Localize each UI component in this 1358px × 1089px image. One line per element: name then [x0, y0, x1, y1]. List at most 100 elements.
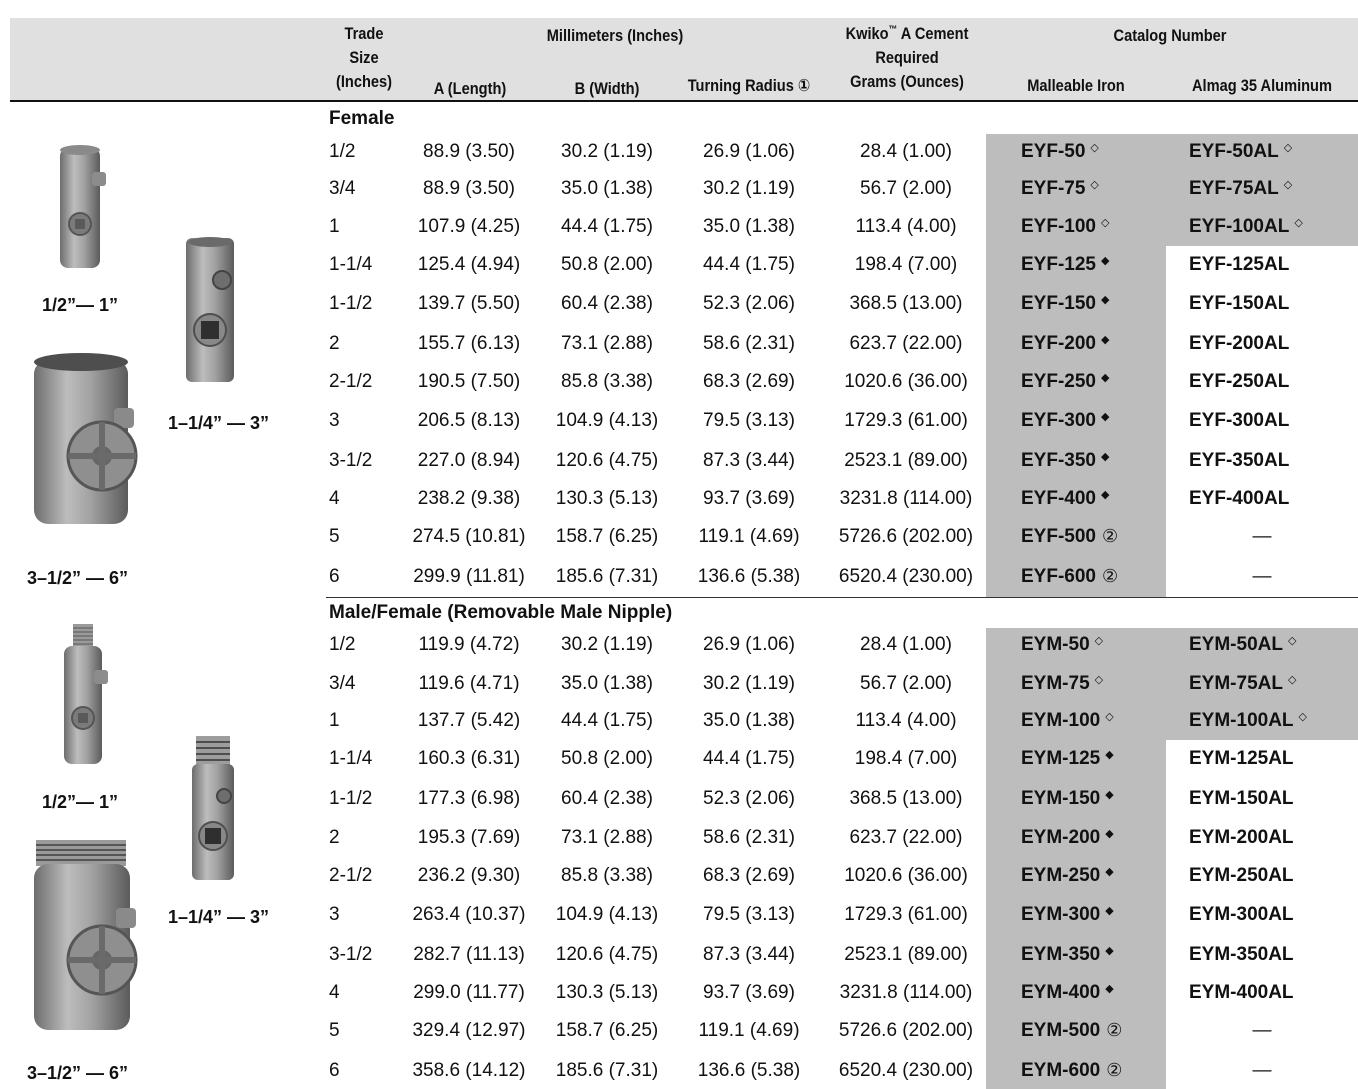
shade-female-iron [986, 246, 1166, 597]
b-width-cell: 35.0 (1.38) [561, 178, 653, 199]
filled-diamond-icon: ◆ [1105, 945, 1114, 957]
a-length-cell: 137.7 (5.42) [417, 710, 521, 731]
a-length-cell: 119.6 (4.71) [418, 673, 520, 694]
b-width-cell: 104.9 (4.13) [555, 904, 659, 925]
trade-size-cell: 1 [329, 710, 340, 731]
photo-male-large-icon [34, 840, 138, 1030]
a-length-cell: 88.9 (3.50) [423, 178, 515, 199]
turning-radius-cell: 52.3 (2.06) [703, 293, 795, 314]
turning-radius-cell: 35.0 (1.38) [703, 216, 795, 237]
cement-cell: 5726.6 (202.00) [838, 1020, 974, 1041]
malleable-iron-catalog-cell: EYM-200 ◆ [1021, 826, 1114, 850]
cement-cell: 1020.6 (36.00) [844, 371, 968, 392]
photo-female-small-icon [60, 145, 106, 268]
aluminum-catalog-cell: EYM-150AL [1189, 787, 1294, 811]
catalog-number: EYF-350 [1021, 450, 1096, 471]
aluminum-catalog-cell: EYM-75AL ◇ [1189, 672, 1296, 696]
malleable-iron-catalog-cell: EYM-125 ◆ [1021, 747, 1114, 771]
catalog-number: EYM-200AL [1189, 827, 1294, 848]
filled-diamond-icon: ◆ [1100, 411, 1110, 423]
a-length-cell: 329.4 (12.97) [412, 1020, 526, 1041]
shade-male-iron [986, 740, 1166, 1089]
trade-size-cell: 3 [329, 410, 340, 431]
trade-size-cell: 6 [329, 566, 340, 587]
a-length-cell: 299.9 (11.81) [413, 566, 525, 587]
malleable-iron-catalog-cell: EYM-50 ◇ [1021, 633, 1103, 657]
open-diamond-icon: ◇ [1287, 674, 1297, 686]
cement-cell: 28.4 (1.00) [860, 141, 952, 162]
cement-cell: 28.4 (1.00) [860, 634, 952, 655]
malleable-iron-catalog-cell: EYM-500 ② [1021, 1019, 1122, 1043]
photo-female-medium-icon [186, 237, 234, 382]
note-2-mark: ② [1101, 526, 1119, 546]
trade-size-cell: 5 [329, 1020, 340, 1041]
aluminum-catalog-cell: EYM-350AL [1189, 943, 1294, 967]
photo-male-medium-icon [192, 736, 234, 880]
b-width-cell: 185.6 (7.31) [555, 1060, 659, 1081]
aluminum-not-available: — [1252, 566, 1272, 587]
filled-diamond-icon: ◆ [1105, 866, 1114, 878]
catalog-number: EYF-200AL [1189, 333, 1290, 354]
a-length-cell: 155.7 (6.13) [417, 333, 521, 354]
filled-diamond-icon: ◆ [1100, 372, 1110, 384]
turning-radius-cell: 26.9 (1.06) [703, 141, 795, 162]
cement-cell: 6520.4 (230.00) [838, 1060, 974, 1081]
turning-radius-cell: 58.6 (2.31) [703, 827, 795, 848]
photo-male-small-icon [64, 624, 108, 764]
catalog-number: EYF-150 [1021, 293, 1096, 314]
aluminum-catalog-cell: EYF-50AL ◇ [1189, 140, 1292, 164]
aluminum-catalog-cell: EYM-200AL [1189, 826, 1294, 850]
b-width-cell: 60.4 (2.38) [561, 293, 653, 314]
open-diamond-icon: ◇ [1283, 179, 1293, 191]
catalog-number: EYF-300 [1021, 410, 1096, 431]
catalog-number: EYF-250 [1021, 371, 1096, 392]
catalog-number: EYF-100AL [1189, 216, 1290, 237]
b-width-cell: 120.6 (4.75) [555, 944, 659, 965]
aluminum-catalog-cell: EYF-150AL [1189, 292, 1289, 316]
cement-cell: 623.7 (22.00) [849, 827, 963, 848]
aluminum-not-available: — [1252, 1020, 1272, 1041]
b-width-cell: 158.7 (6.25) [555, 526, 659, 547]
filled-diamond-icon: ◆ [1105, 789, 1114, 801]
malleable-iron-catalog-cell: EYF-350 ◆ [1021, 449, 1109, 473]
catalog-number: EYM-50 [1021, 634, 1090, 655]
trade-size-cell: 1/2 [329, 634, 356, 655]
a-length-cell: 139.7 (5.50) [417, 293, 521, 314]
b-width-cell: 44.4 (1.75) [561, 216, 653, 237]
turning-radius-cell: 30.2 (1.19) [703, 178, 795, 199]
aluminum-catalog-cell: EYM-250AL [1189, 864, 1294, 888]
open-diamond-icon: ◇ [1283, 142, 1293, 154]
header-rule [10, 100, 1358, 102]
malleable-iron-catalog-cell: EYF-200 ◆ [1021, 332, 1109, 356]
aluminum-catalog-cell: EYM-300AL [1189, 903, 1294, 927]
aluminum-catalog-cell: EYF-200AL [1189, 332, 1289, 356]
b-width-cell: 44.4 (1.75) [561, 710, 653, 731]
catalog-number: EYM-350AL [1189, 944, 1294, 965]
trademark-mark: ™ [888, 24, 898, 36]
cement-cell: 6520.4 (230.00) [838, 566, 974, 587]
trade-size-cell: 4 [329, 488, 340, 509]
open-diamond-icon: ◇ [1298, 711, 1307, 723]
a-length-cell: 195.3 (7.69) [417, 827, 521, 848]
catalog-number: EYM-600 [1021, 1060, 1101, 1081]
cement-cell: 623.7 (22.00) [849, 333, 963, 354]
catalog-number: EYM-75 [1021, 673, 1090, 694]
aluminum-catalog-cell: EYF-350AL [1189, 449, 1289, 473]
b-width-cell: 60.4 (2.38) [561, 788, 653, 809]
malleable-iron-catalog-cell: EYM-75 ◇ [1021, 672, 1103, 696]
catalog-number: EYM-50AL [1189, 634, 1283, 655]
section-title-female: Female [329, 108, 395, 129]
turning-radius-cell: 119.1 (4.69) [698, 1020, 800, 1041]
header-malleable-iron: Malleable Iron [1027, 76, 1125, 95]
b-width-cell: 85.8 (3.38) [561, 865, 653, 886]
cement-cell: 198.4 (7.00) [854, 254, 958, 275]
filled-diamond-icon: ◆ [1100, 489, 1110, 501]
open-diamond-icon: ◇ [1094, 635, 1104, 647]
photo-label-male-small: 1/2”— 1” [42, 792, 119, 812]
trade-size-cell: 3/4 [329, 178, 356, 199]
b-width-cell: 158.7 (6.25) [555, 1020, 659, 1041]
filled-diamond-icon: ◆ [1100, 294, 1110, 306]
catalog-number: EYM-150 [1021, 788, 1101, 809]
open-diamond-icon: ◇ [1090, 179, 1099, 191]
